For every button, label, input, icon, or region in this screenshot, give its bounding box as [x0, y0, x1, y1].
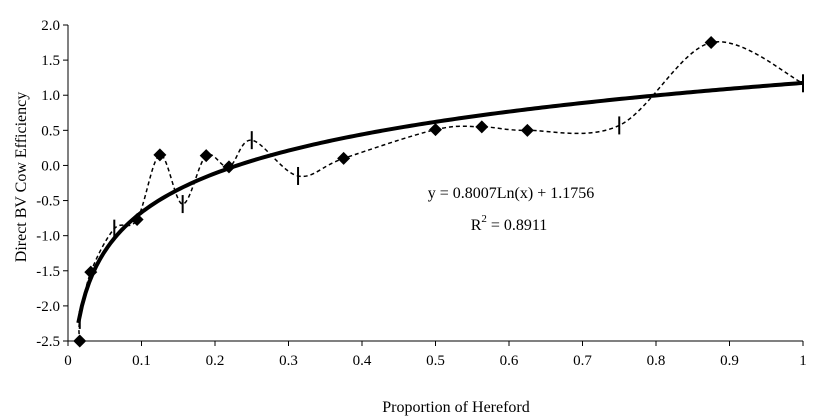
y-axis-title: Direct BV Cow Efficiency [13, 92, 30, 262]
y-tick-label: -2.5 [36, 334, 60, 350]
x-tick-labels: 0 0.1 0.2 0.3 0.4 0.5 0.6 0.7 0.8 0.9 1 [64, 353, 807, 369]
y-tick-label: -2.0 [36, 299, 60, 315]
diamond-marker [520, 123, 534, 137]
x-tick-label: 0.3 [279, 353, 298, 369]
diamond-marker [704, 36, 718, 50]
y-tick-label: -0.5 [36, 194, 60, 210]
diamond-marker [130, 213, 144, 227]
y-tick-label: 0.5 [41, 123, 60, 139]
diamond-marker [153, 148, 167, 162]
trendline-equation: y = 0.8007Ln(x) + 1.1756 [428, 185, 594, 202]
x-tick-label: 0.9 [720, 353, 739, 369]
log-trendline [76, 80, 804, 324]
x-tick-label: 0.6 [500, 353, 519, 369]
y-tick-labels: -2.5 -2.0 -1.5 -1.0 -0.5 0.0 0.5 1.0 1.5 2.0 [36, 18, 60, 350]
plot-area [73, 36, 804, 348]
x-tick-label: 0.7 [573, 353, 592, 369]
r-squared-value: = 0.8911 [487, 217, 547, 234]
r-squared-prefix: R [471, 217, 482, 234]
diamond-marker [84, 265, 98, 279]
diamond-marker [222, 160, 236, 174]
diamond-marker [73, 334, 87, 348]
x-tick-label: 0.8 [647, 353, 666, 369]
y-tick-label: 1.5 [41, 53, 60, 69]
axes [63, 24, 804, 346]
y-tick-label: 2.0 [41, 18, 60, 34]
x-tick-label: 0.2 [206, 353, 225, 369]
y-tick-label: 1.0 [41, 88, 60, 104]
x-tick-label: 0 [64, 353, 72, 369]
x-tick-label: 0.1 [132, 353, 151, 369]
diamond-marker [429, 123, 442, 137]
y-tick-label: -1.0 [36, 229, 60, 245]
y-tick-label: 0.0 [41, 158, 60, 174]
x-tick-label: 1 [799, 353, 807, 369]
diamond-marker [337, 151, 351, 165]
x-tick-label: 0.4 [353, 353, 372, 369]
diamond-marker [199, 149, 213, 163]
r-squared-sup: 2 [481, 213, 487, 225]
diamond-marker [475, 120, 489, 134]
x-axis-title: Proportion of Hereford [382, 399, 530, 416]
x-tick-label: 0.5 [426, 353, 445, 369]
y-tick-label: -1.5 [36, 264, 60, 280]
r-squared-label: R2 = 0.8911 [471, 213, 548, 234]
